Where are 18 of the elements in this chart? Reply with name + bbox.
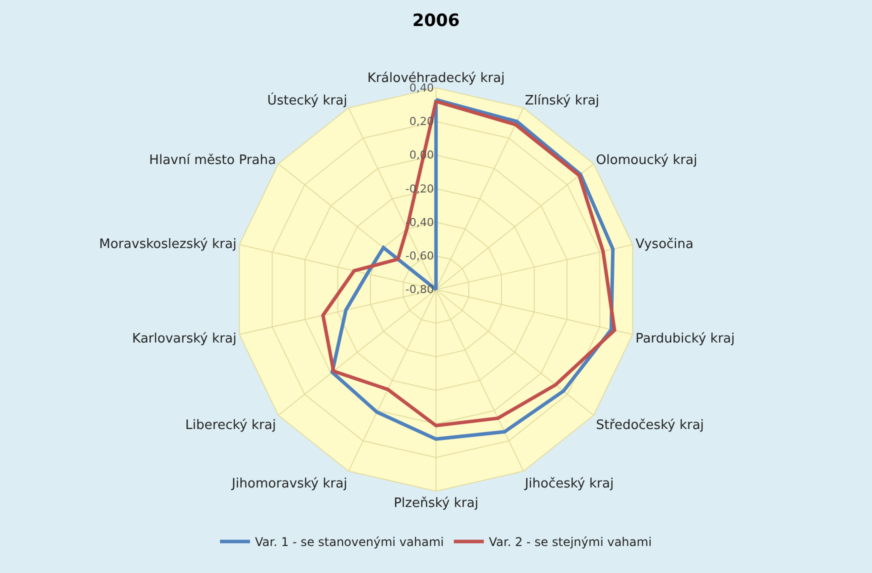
legend-label: Var. 1 - se stanovenými vahami (255, 535, 444, 550)
chart-title: 2006 (412, 11, 460, 32)
spoke-label: Zlínský kraj (524, 94, 600, 109)
spoke-label: Středočeský kraj (596, 418, 704, 433)
spoke-label: Plzeňský kraj (394, 496, 478, 512)
spoke-label: Liberecký kraj (185, 418, 276, 433)
legend-label: Var. 2 - se stejnými vahami (488, 535, 652, 550)
spoke-label: Ústecký kraj (267, 92, 348, 109)
spoke-label: Jihočeský kraj (524, 476, 614, 492)
spoke-label: Olomoucký kraj (596, 152, 698, 168)
spoke-label: Karlovarský kraj (132, 331, 236, 346)
y-tick-label: -0,80 (405, 283, 434, 296)
y-tick-label: -0,60 (405, 249, 434, 262)
spoke-label: Hlavní město Praha (149, 152, 276, 168)
spoke-label: Pardubický kraj (636, 331, 735, 346)
spoke-label: Jihomoravský kraj (230, 476, 348, 492)
spoke-label: Vysočina (636, 236, 694, 252)
spoke-label: Moravskoslezský kraj (99, 236, 236, 252)
